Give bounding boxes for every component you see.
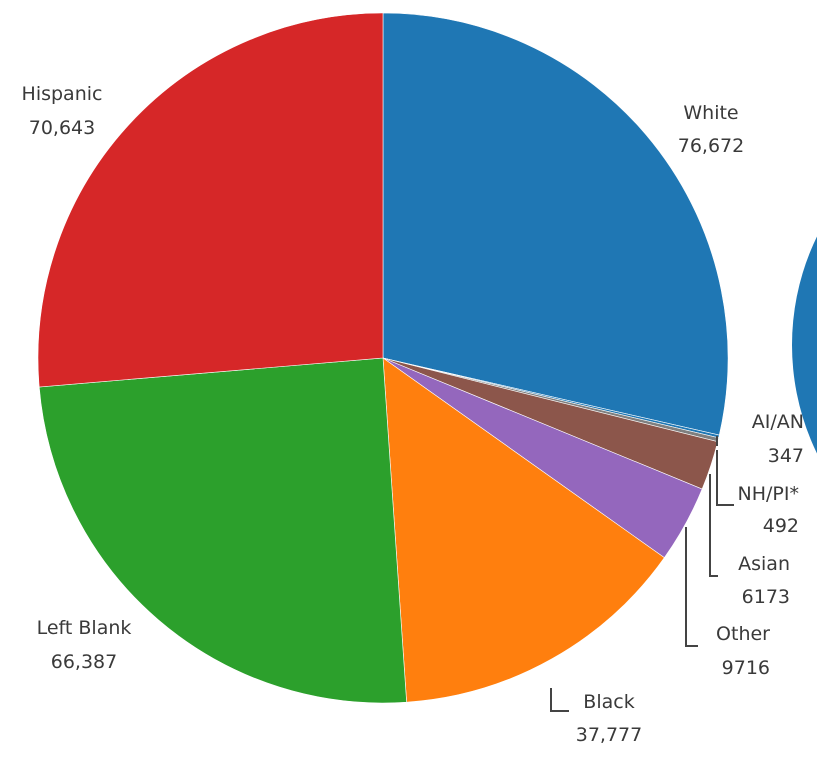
pie-slices <box>37 12 729 704</box>
slice-labels: White 76,672 AI/AN 347 NH/PI* 492 Asian 6173 Oth… <box>22 83 804 746</box>
partial-second-pie <box>792 236 817 454</box>
slice-left-blank <box>38 357 407 704</box>
leader-line-nh-pi <box>716 450 734 506</box>
label-asian-name: Asian <box>738 553 790 575</box>
label-other-name: Other <box>716 623 770 645</box>
slice-black <box>382 357 665 703</box>
label-black-value: 37,777 <box>576 724 642 746</box>
label-black-name: Black <box>583 691 634 713</box>
leader-line-black <box>550 688 569 712</box>
label-hispanic-name: Hispanic <box>22 83 103 105</box>
leader-line-other <box>685 527 698 647</box>
slice-white <box>382 12 729 436</box>
slice-hispanic <box>37 12 384 388</box>
label-asian-value: 6173 <box>742 586 790 608</box>
label-white-value: 76,672 <box>678 135 744 157</box>
label-nh-pi-name: NH/PI* <box>738 483 799 505</box>
label-left-blank-name: Left Blank <box>37 617 132 639</box>
label-hispanic-value: 70,643 <box>29 117 95 139</box>
label-white-name: White <box>683 102 738 124</box>
label-ai-an-name: AI/AN <box>752 411 804 433</box>
label-nh-pi-value: 492 <box>763 515 799 537</box>
partial-pie-slice <box>792 236 817 454</box>
label-other-value: 9716 <box>722 657 770 679</box>
leader-line-asian <box>709 474 718 577</box>
leader-lines <box>550 436 734 712</box>
label-ai-an-value: 347 <box>768 445 804 467</box>
label-left-blank-value: 66,387 <box>51 651 117 673</box>
